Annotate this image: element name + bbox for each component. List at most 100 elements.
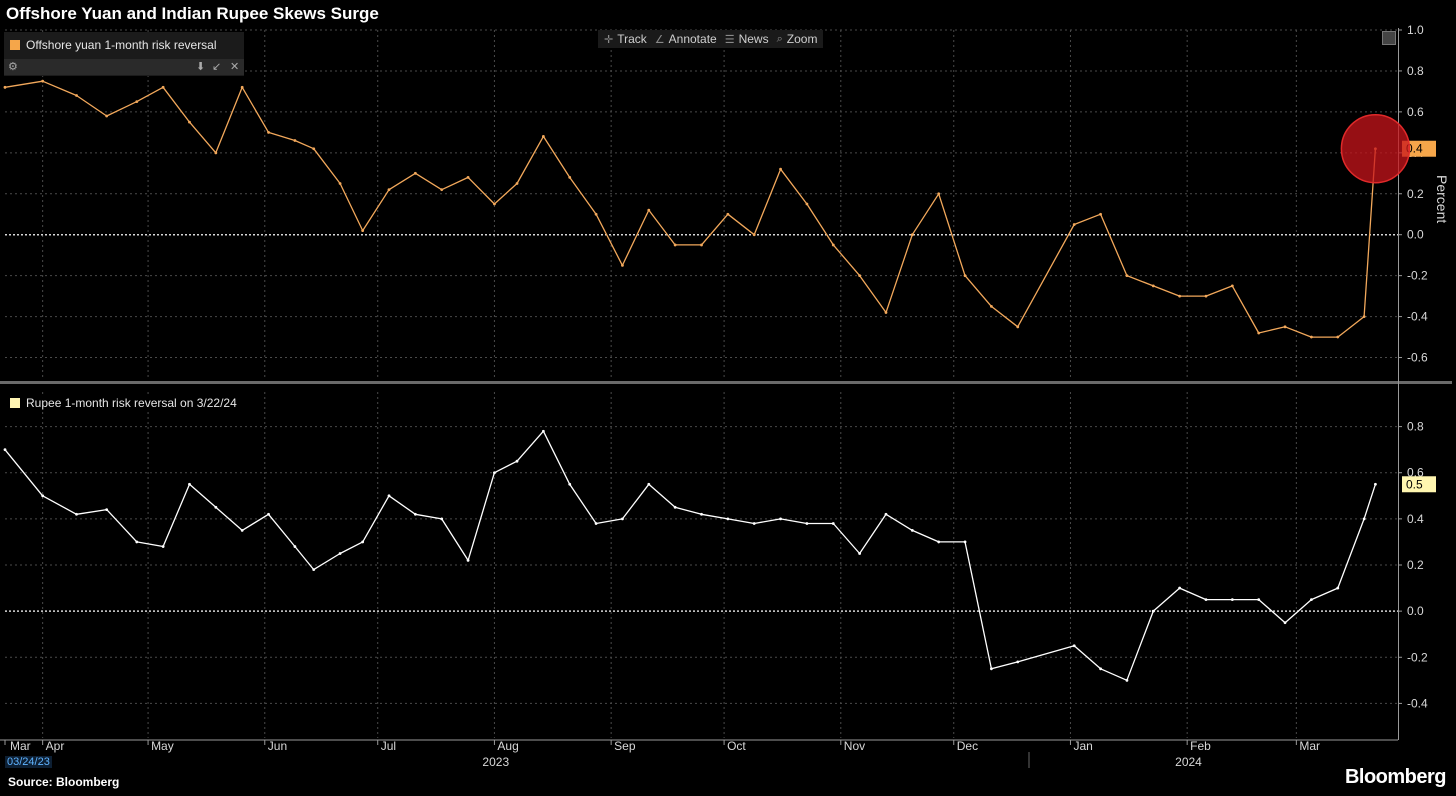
yuan-data-point [700,243,703,247]
yuan-data-point [1072,223,1076,226]
y-axis-title: Percent [1434,175,1450,223]
rupee-data-point [515,459,519,463]
rupee-data-point [1072,644,1076,648]
yuan-data-point [1230,284,1234,288]
rupee-data-point [188,482,191,486]
yuan-data-point [568,175,572,179]
rupee-data-point [1178,586,1182,590]
rupee-legend[interactable]: Rupee 1-month risk reversal on 3/22/24 [6,394,241,412]
rupee-data-point [214,505,218,509]
annotate-button[interactable]: ∠ Annotate [655,32,717,46]
rupee-data-point [805,522,809,525]
rupee-data-point [1016,660,1020,664]
yuan-legend-swatch [10,40,20,50]
yuan-ytick-label-8: -0.6 [1407,351,1428,365]
x-tick-label-11: Feb [1190,739,1211,753]
x-year-label-0: 2023 [482,755,509,769]
yuan-data-point [726,212,730,216]
yuan-ytick-label-1: 0.8 [1407,64,1424,78]
news-button[interactable]: ☰ News [725,32,769,46]
chart-settings-icon[interactable] [1382,31,1396,45]
yuan-ytick-label-5: 0.0 [1407,228,1424,242]
x-axis: Mar Apr May Jun Jul Aug Sep Oct Nov Dec Jan Feb Mar 2… [0,739,1398,769]
yuan-legend-label: Offshore yuan 1-month risk reversal [26,38,217,52]
yuan-data-point [910,233,914,237]
yuan-data-point [884,311,888,314]
yuan-data-point [963,274,967,278]
rupee-data-point [440,517,444,521]
panel-divider [0,381,1452,384]
yuan-data-point [1125,274,1129,278]
rupee-data-point [673,505,677,509]
yuan-ytick-label-0: 1.0 [1407,23,1424,37]
yuan-data-point [647,208,651,212]
yuan-last-value-badge [1402,140,1436,157]
rupee-data-point [884,512,888,516]
rupee-ytick-label-3: 0.2 [1407,558,1424,572]
rupee-data-point [752,522,756,525]
yuan-data-point [312,147,316,151]
yuan-data-point [214,151,218,155]
rupee-last-value-label: 0.5 [1406,477,1423,491]
close-icon[interactable]: ✕ [230,61,240,73]
yuan-data-point [989,304,993,308]
yuan-data-point [621,264,624,267]
rupee-series-line [4,430,1377,681]
x-tick-label-9: Dec [957,739,978,753]
yuan-data-point [515,182,519,185]
rupee-ytick-label-1: 0.6 [1407,466,1424,480]
yuan-data-point [41,79,45,83]
rupee-data-point [1151,609,1155,613]
rupee-data-point [831,522,835,525]
rupee-data-point [338,552,342,555]
yuan-data-point [1362,315,1366,318]
rupee-data-point [161,545,165,548]
rupee-data-point [910,529,914,532]
rupee-data-point [1099,667,1102,671]
rupee-data-point [361,540,365,544]
rupee-data-point [937,540,941,544]
collapse-icon[interactable]: ↙ [212,61,222,73]
yuan-data-point [937,192,941,196]
source-note: Source: Bloomberg [8,775,120,789]
rupee-data-point [726,517,730,521]
track-button[interactable]: ✛ Track [604,32,647,46]
yuan-data-point [1257,331,1261,335]
yuan-data-point [75,94,78,97]
rupee-ytick-label-4: 0.0 [1407,604,1424,618]
rupee-data-point [1310,598,1313,601]
rupee-data-point [3,448,7,452]
x-tick-label-3: Jun [268,739,287,753]
rupee-data-point [1374,482,1377,486]
rupee-ytick-label-5: -0.2 [1407,650,1428,664]
x-tick-label-6: Sep [614,739,636,753]
rupee-legend-label: Rupee 1-month risk reversal on 3/22/24 [26,396,237,410]
rupee-data-point [647,482,651,486]
x-year-label-1: 2024 [1175,755,1202,769]
chart-toolbar: ✛ Track ∠ Annotate ☰ News ⌕ Zoom [598,30,824,48]
yuan-legend-panel[interactable]: Offshore yuan 1-month risk reversal ⚙ ⬇ … [4,32,244,76]
rupee-data-point [1336,586,1340,590]
yuan-data-point [541,135,545,138]
yuan-data-point [752,233,756,237]
yuan-data-point [1151,284,1155,288]
x-tick-label-1: Apr [46,739,65,753]
yuan-ytick-label-2: 0.6 [1407,105,1424,119]
rupee-data-point [594,522,598,525]
crosshair-icon: ✛ [604,33,614,46]
pin-icon[interactable]: ⬇ [196,61,206,73]
zoom-button[interactable]: ⌕ Zoom [777,32,818,46]
x-tick-label-5: Aug [497,739,518,753]
zoom-label: Zoom [786,32,818,46]
yuan-data-point [594,212,598,216]
rupee-panel: 0.8 0.6 0.4 0.2 0.0 -0.2 -0.4 0.5 [3,392,1436,738]
yuan-data-point [1099,212,1102,216]
rupee-data-point [621,517,624,521]
yuan-ytick-label-6: -0.2 [1407,269,1428,283]
x-tick-label-8: Nov [844,739,865,753]
yuan-data-point [240,85,244,89]
gear-icon[interactable]: ⚙ [8,61,18,73]
yuan-ytick-label-7: -0.4 [1407,310,1428,324]
